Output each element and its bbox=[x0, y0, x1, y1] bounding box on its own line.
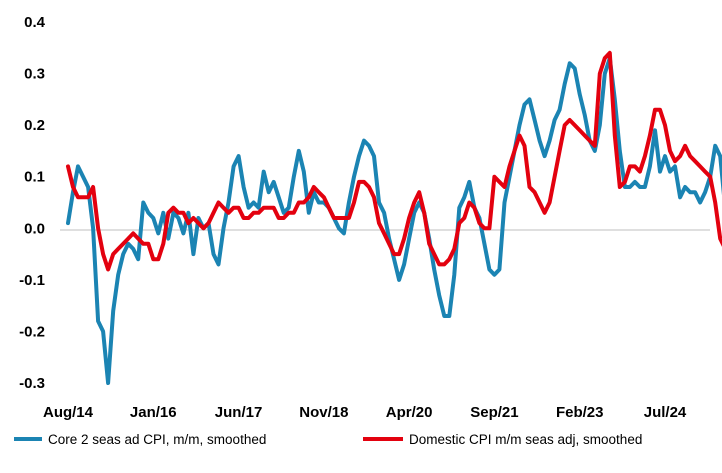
y-tick-label: 0.1 bbox=[24, 169, 45, 186]
legend-label-2: Domestic CPI m/m seas adj, smoothed bbox=[409, 432, 642, 447]
x-tick-label: Jan/16 bbox=[130, 404, 177, 421]
x-tick-label: Nov/18 bbox=[299, 404, 348, 421]
y-tick-label: 0.3 bbox=[24, 66, 45, 83]
x-tick-label: Jul/24 bbox=[644, 404, 687, 421]
x-tick-label: Sep/21 bbox=[470, 404, 518, 421]
y-tick-label: -0.2 bbox=[19, 323, 45, 340]
y-tick-label: -0.1 bbox=[19, 272, 45, 289]
y-axis: 0.4 0.3 0.2 0.1 0.0 -0.1 -0.2 -0.3 bbox=[19, 14, 46, 392]
y-tick-label: -0.3 bbox=[19, 375, 45, 392]
legend: Core 2 seas ad CPI, m/m, smoothed Domesti… bbox=[14, 432, 642, 447]
y-tick-label: 0.2 bbox=[24, 117, 45, 134]
x-tick-label: Jun/17 bbox=[215, 404, 263, 421]
x-tick-label: Feb/23 bbox=[556, 404, 604, 421]
plot-area bbox=[66, 50, 722, 385]
y-tick-label: 0.0 bbox=[24, 220, 45, 237]
x-axis: Aug/14 Jan/16 Jun/17 Nov/18 Apr/20 Sep/21 Feb/… bbox=[43, 229, 710, 421]
series-line-1 bbox=[66, 56, 722, 385]
x-tick-label: Aug/14 bbox=[43, 404, 94, 421]
y-tick-label: 0.4 bbox=[24, 14, 46, 31]
x-tick-label: Apr/20 bbox=[386, 404, 433, 421]
series-line-2 bbox=[66, 50, 722, 272]
legend-label-1: Core 2 seas ad CPI, m/m, smoothed bbox=[48, 432, 266, 447]
